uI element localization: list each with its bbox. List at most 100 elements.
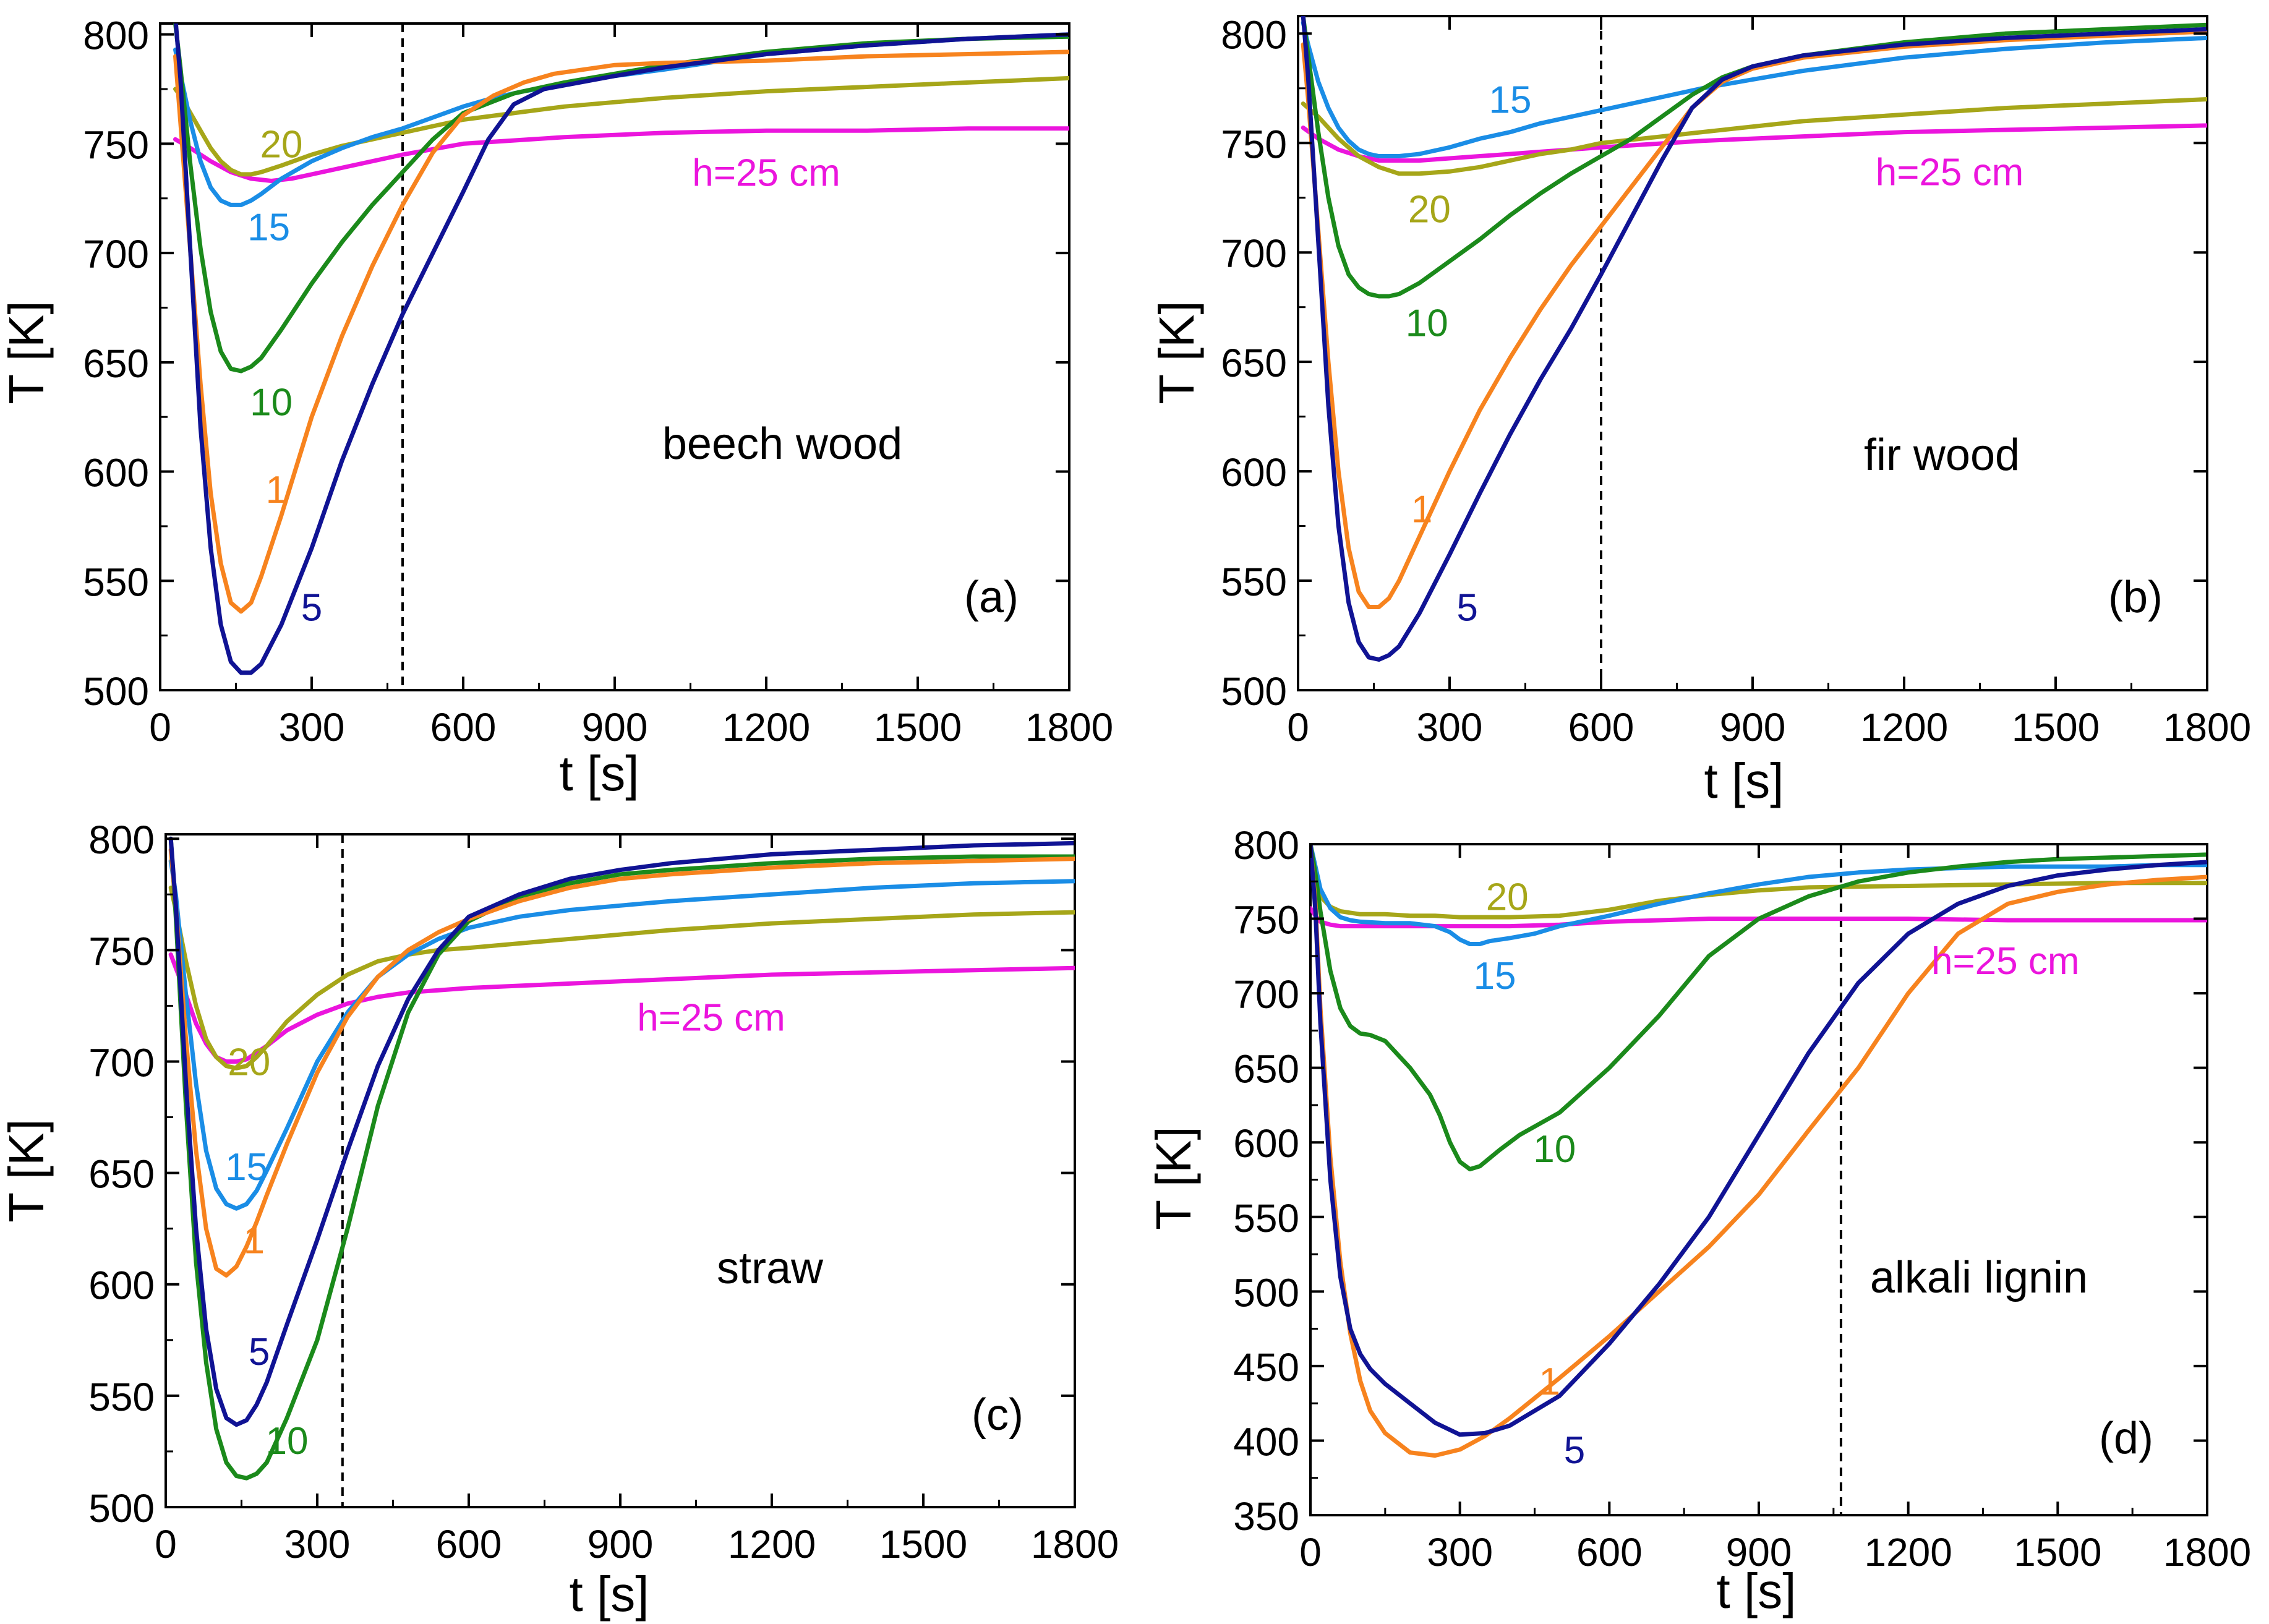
x-axis-label: t [s] xyxy=(1704,753,1784,808)
x-tick-label: 1800 xyxy=(1025,705,1113,750)
plot-clip-group xyxy=(1310,844,2207,1515)
y-tick-label: 550 xyxy=(83,560,149,604)
series-label: 1 xyxy=(1411,488,1432,531)
panel-label: (c) xyxy=(972,1390,1023,1440)
plot-frame xyxy=(1297,15,2208,691)
y-tick-label: 750 xyxy=(83,122,149,167)
x-axis-ticks: 0 300 600 900 1200 1500 1800 xyxy=(155,834,1119,1566)
series-label: 15 xyxy=(1489,79,1532,121)
y-tick-label: 550 xyxy=(88,1375,155,1419)
y-tick-label: 600 xyxy=(88,1263,155,1308)
series-label: 10 xyxy=(1533,1128,1576,1171)
x-tick-label: 900 xyxy=(1726,1530,1792,1575)
x-tick-label: 0 xyxy=(155,1522,177,1566)
series-line-h-25-cm xyxy=(168,952,1075,1064)
x-tick-label: 900 xyxy=(1720,705,1786,750)
panel-title: straw xyxy=(717,1244,824,1293)
y-tick-label: 600 xyxy=(1233,1121,1299,1166)
series-line-h-25-cm xyxy=(1310,906,2207,929)
y-tick-label: 650 xyxy=(1233,1047,1299,1092)
y-axis-label: T [K] xyxy=(0,301,54,404)
x-tick-label: 300 xyxy=(1417,705,1483,750)
y-tick-label: 550 xyxy=(1221,560,1287,604)
series-label: 15 xyxy=(1474,955,1516,998)
series-label: 20 xyxy=(228,1041,270,1083)
y-tick-label: 400 xyxy=(1233,1419,1299,1464)
series-label: 20 xyxy=(1486,876,1529,918)
y-tick-label: 700 xyxy=(88,1040,155,1085)
x-tick-label: 1800 xyxy=(2163,705,2251,750)
y-tick-label: 800 xyxy=(83,14,149,58)
x-tick-label: 600 xyxy=(1568,705,1634,750)
series-line-20 xyxy=(168,886,1075,1071)
series-label: 5 xyxy=(301,587,322,630)
series-line-5 xyxy=(173,24,1069,675)
x-tick-label: 900 xyxy=(582,705,648,750)
x-tick-label: 1500 xyxy=(874,705,962,750)
series-label: 5 xyxy=(1456,587,1477,630)
x-tick-label: 600 xyxy=(430,705,497,750)
y-axis-ticks: 350 400 450 500 550 600 650 700 750 800 xyxy=(1233,823,2207,1539)
x-tick-label: 300 xyxy=(284,1522,351,1566)
series-label: h=25 cm xyxy=(692,152,840,194)
x-tick-label: 900 xyxy=(588,1522,654,1566)
x-tick-label: 0 xyxy=(149,705,171,750)
series-label: 10 xyxy=(266,1420,309,1463)
y-tick-label: 500 xyxy=(83,669,149,714)
series-line-1 xyxy=(168,847,1075,1278)
x-tick-label: 1800 xyxy=(1031,1522,1119,1566)
y-tick-label: 500 xyxy=(1233,1270,1299,1315)
series-label: h=25 cm xyxy=(637,996,785,1039)
y-axis-label: T [K] xyxy=(1146,1126,1201,1229)
panel-b: 500 550 600 650 700 750 800 0 300 600 900 1200 1500… xyxy=(1149,12,2251,808)
series-label: 10 xyxy=(250,381,293,424)
series-line-1 xyxy=(173,49,1069,614)
plot-clip-group xyxy=(1301,16,2207,690)
y-axis-ticks: 500 550 600 650 700 750 800 xyxy=(88,818,1075,1531)
y-axis-ticks: 500 550 600 650 700 750 800 xyxy=(1221,12,2207,714)
y-tick-label: 450 xyxy=(1233,1345,1299,1390)
x-tick-label: 600 xyxy=(1576,1530,1643,1575)
series-label: 15 xyxy=(247,207,290,249)
x-tick-label: 1200 xyxy=(1860,705,1948,750)
plot-clip-group xyxy=(173,24,1069,690)
series-line-5 xyxy=(1310,844,2207,1437)
y-tick-label: 600 xyxy=(83,451,149,495)
series-line-10 xyxy=(1301,16,2207,299)
series-line-10 xyxy=(168,836,1075,1481)
x-axis-label: t [s] xyxy=(1717,1563,1797,1618)
x-tick-label: 300 xyxy=(1427,1530,1493,1575)
panel-label: (b) xyxy=(2108,573,2163,622)
y-axis-ticks: 500 550 600 650 700 750 800 xyxy=(83,14,1069,714)
x-tick-label: 300 xyxy=(279,705,345,750)
x-tick-label: 1800 xyxy=(2163,1530,2251,1575)
panel-label: (d) xyxy=(2099,1414,2153,1463)
x-tick-label: 0 xyxy=(1287,705,1309,750)
series-label: 10 xyxy=(1406,302,1448,344)
series-line-15 xyxy=(173,32,1069,207)
x-axis-ticks: 0 300 600 900 1200 1500 1800 xyxy=(149,24,1113,750)
y-tick-label: 800 xyxy=(1221,12,1287,57)
y-axis-label: T [K] xyxy=(1149,301,1204,404)
x-tick-label: 1500 xyxy=(2012,705,2100,750)
plot-clip-group xyxy=(168,834,1075,1507)
series-label: h=25 cm xyxy=(1931,940,2080,983)
y-tick-label: 600 xyxy=(1221,450,1287,495)
y-tick-label: 800 xyxy=(88,818,155,862)
y-tick-label: 650 xyxy=(83,341,149,386)
x-axis-label: t [s] xyxy=(560,746,639,801)
series-line-h-25-cm xyxy=(1301,123,2207,163)
y-tick-label: 700 xyxy=(1221,231,1287,276)
y-tick-label: 550 xyxy=(1233,1196,1299,1241)
y-tick-label: 500 xyxy=(88,1486,155,1531)
y-tick-label: 500 xyxy=(1221,669,1287,714)
series-label: 5 xyxy=(1564,1429,1585,1472)
series-line-15 xyxy=(1301,20,2207,158)
panel-title: fir wood xyxy=(1864,430,2020,480)
series-line-20 xyxy=(173,75,1069,177)
y-tick-label: 750 xyxy=(1233,898,1299,942)
x-axis-ticks: 0 300 600 900 1200 1500 1800 xyxy=(1299,844,2251,1575)
y-tick-label: 650 xyxy=(88,1152,155,1197)
panel-d: 350 400 450 500 550 600 650 700 750 800 0 300 600 90… xyxy=(1146,823,2251,1618)
